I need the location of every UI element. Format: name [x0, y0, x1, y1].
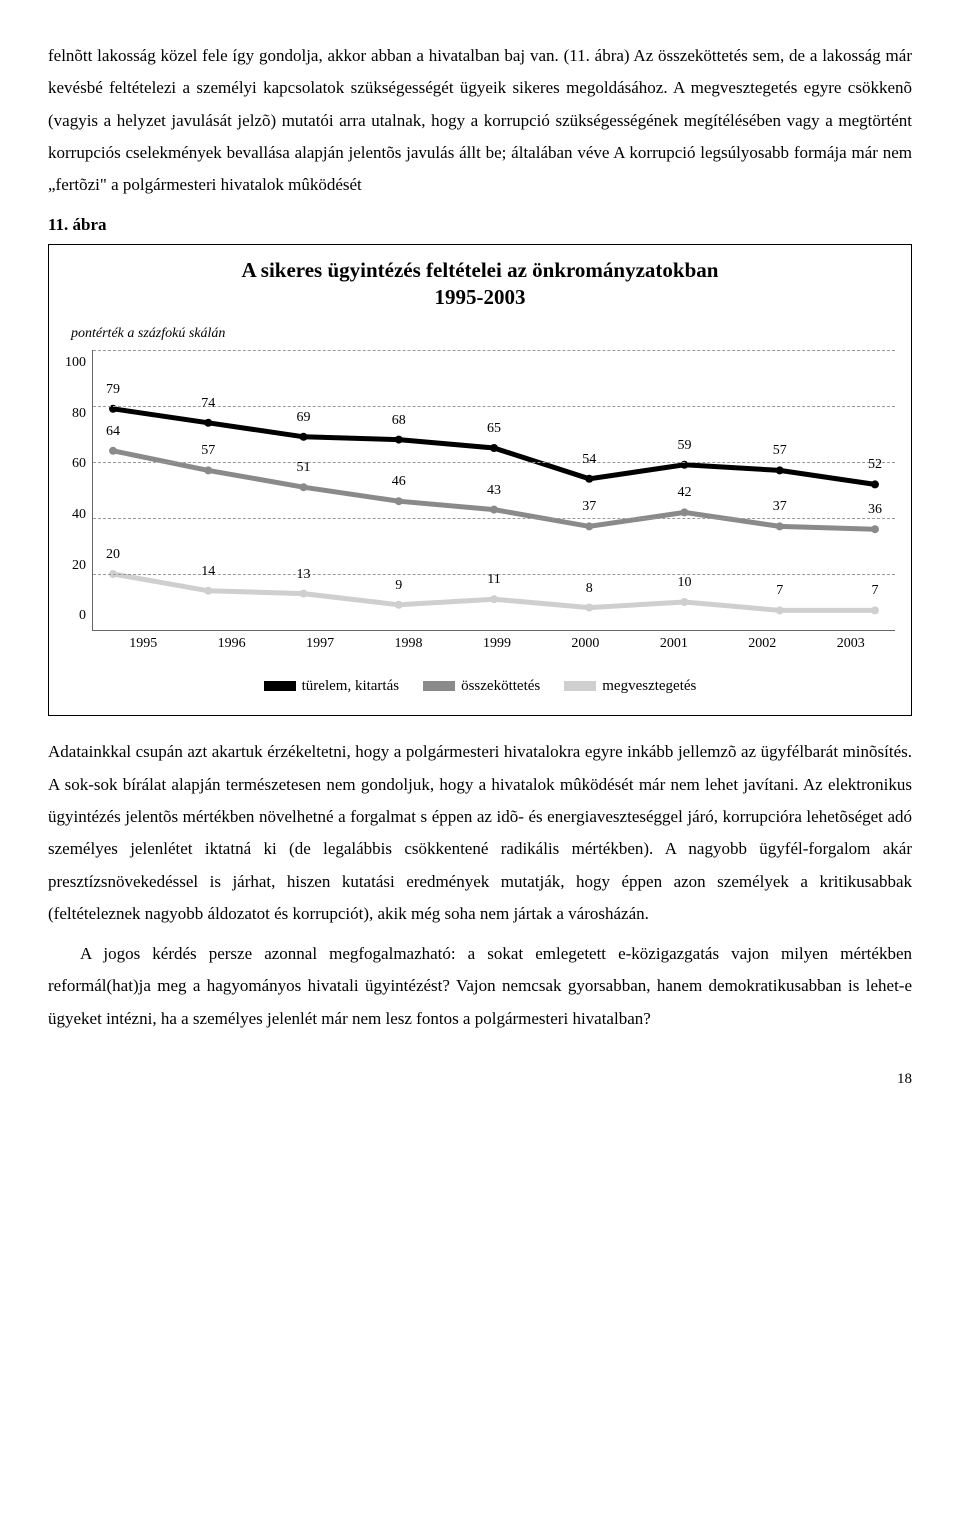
- point-label: 42: [677, 480, 691, 507]
- x-tick: 1998: [364, 631, 452, 658]
- legend-swatch: [423, 681, 455, 691]
- chart-title-line2: 1995‑2003: [435, 285, 526, 309]
- data-point: [204, 419, 212, 427]
- point-label: 51: [297, 455, 311, 482]
- data-point: [395, 601, 403, 609]
- y-tick: 100: [65, 350, 86, 377]
- point-label: 65: [487, 416, 501, 443]
- data-point: [585, 475, 593, 483]
- data-point: [204, 587, 212, 595]
- point-label: 13: [297, 562, 311, 589]
- data-point: [585, 522, 593, 530]
- plot-area: 100806040200 797469686554595752645751464…: [65, 350, 895, 631]
- data-point: [300, 590, 308, 598]
- point-label: 37: [582, 494, 596, 521]
- data-point: [871, 525, 879, 533]
- legend: türelem, kitartás összeköttetés megveszteg…: [65, 672, 895, 702]
- data-point: [300, 433, 308, 441]
- figure-label: 11. ábra: [48, 209, 912, 241]
- paragraph-2: Adatainkkal csupán azt akartuk érzékelte…: [48, 736, 912, 930]
- data-point: [204, 466, 212, 474]
- legend-label: megvesztegetés: [602, 672, 696, 701]
- chart-container: A sikeres ügyintézés feltételei az önkro…: [48, 244, 912, 717]
- chart-title: A sikeres ügyintézés feltételei az önkro…: [65, 257, 895, 312]
- point-label: 59: [677, 433, 691, 460]
- y-tick: 0: [79, 603, 86, 630]
- point-label: 46: [392, 469, 406, 496]
- x-axis: 199519961997199819992000200120022003: [99, 631, 895, 658]
- point-label: 43: [487, 478, 501, 505]
- x-tick: 2003: [807, 631, 895, 658]
- point-label: 8: [586, 576, 593, 603]
- point-label: 7: [871, 578, 878, 605]
- point-label: 79: [106, 377, 120, 404]
- legend-swatch: [264, 681, 296, 691]
- point-label: 54: [582, 447, 596, 474]
- data-point: [395, 497, 403, 505]
- point-label: 57: [773, 438, 787, 465]
- y-tick: 20: [72, 553, 86, 580]
- data-point: [490, 444, 498, 452]
- y-tick: 60: [72, 451, 86, 478]
- point-label: 7: [776, 578, 783, 605]
- point-label: 20: [106, 542, 120, 569]
- data-point: [776, 606, 784, 614]
- data-point: [490, 506, 498, 514]
- point-label: 9: [395, 573, 402, 600]
- plot: 7974696865545957526457514643374237362014…: [92, 350, 895, 631]
- point-label: 52: [868, 452, 882, 479]
- x-tick: 1996: [187, 631, 275, 658]
- data-point: [776, 466, 784, 474]
- x-tick: 2000: [541, 631, 629, 658]
- paragraph-1: felnõtt lakosság közel fele így gondolja…: [48, 40, 912, 201]
- point-label: 64: [106, 419, 120, 446]
- x-tick: 1999: [453, 631, 541, 658]
- legend-item: összeköttetés: [423, 672, 540, 701]
- grid-line: [93, 350, 895, 351]
- page-number: 18: [48, 1065, 912, 1094]
- data-point: [585, 604, 593, 612]
- y-tick: 80: [72, 401, 86, 428]
- data-point: [680, 598, 688, 606]
- x-tick: 1995: [99, 631, 187, 658]
- chart-subtitle: pontérték a százfokú skálán: [71, 321, 895, 348]
- legend-swatch: [564, 681, 596, 691]
- paragraph-3: A jogos kérdés persze azonnal megfogalma…: [48, 938, 912, 1035]
- legend-label: összeköttetés: [461, 672, 540, 701]
- legend-label: türelem, kitartás: [302, 672, 399, 701]
- data-point: [680, 508, 688, 516]
- y-tick: 40: [72, 502, 86, 529]
- point-label: 10: [677, 570, 691, 597]
- point-label: 37: [773, 494, 787, 521]
- data-point: [109, 447, 117, 455]
- point-label: 36: [868, 497, 882, 524]
- data-point: [871, 480, 879, 488]
- data-point: [300, 483, 308, 491]
- data-point: [395, 436, 403, 444]
- y-axis: 100 80 60 40 20 0: [65, 350, 92, 630]
- data-point: [776, 522, 784, 530]
- point-label: 74: [201, 391, 215, 418]
- point-label: 57: [201, 438, 215, 465]
- data-point: [871, 606, 879, 614]
- point-label: 14: [201, 559, 215, 586]
- point-label: 69: [297, 405, 311, 432]
- chart-title-line1: A sikeres ügyintézés feltételei az önkro…: [242, 258, 719, 282]
- x-tick: 1997: [276, 631, 364, 658]
- legend-item: türelem, kitartás: [264, 672, 399, 701]
- point-label: 11: [487, 567, 500, 594]
- legend-item: megvesztegetés: [564, 672, 696, 701]
- x-tick: 2002: [718, 631, 806, 658]
- point-label: 68: [392, 408, 406, 435]
- data-point: [490, 595, 498, 603]
- x-tick: 2001: [630, 631, 718, 658]
